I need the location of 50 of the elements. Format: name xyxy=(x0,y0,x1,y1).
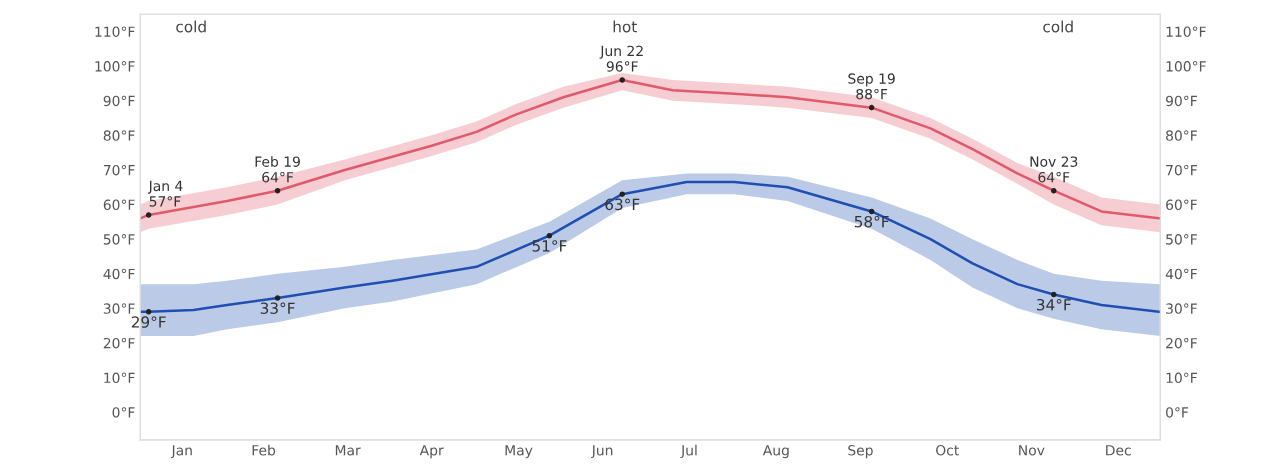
annotation: 51°F xyxy=(532,240,567,252)
y-tick-label: 40°F xyxy=(103,268,135,280)
annotation: 29°F xyxy=(131,316,166,328)
annotation: Sep 19 88°F xyxy=(848,73,895,100)
y2-tick-label: 10°F xyxy=(1166,372,1197,384)
annotation: hot xyxy=(613,20,637,33)
annotation: cold xyxy=(1043,20,1073,33)
x-tick-label: Jan xyxy=(170,445,192,459)
annotation: Feb 19 64°F xyxy=(255,156,300,183)
y2-tick-label: 80°F xyxy=(1166,130,1197,141)
x-tick-label: Nov xyxy=(1019,445,1045,456)
y-tick-label: 20°F xyxy=(103,337,135,349)
x-tick-label: Sep xyxy=(848,445,873,459)
annotation: Jan 4 57°F xyxy=(147,180,183,207)
x-tick-label: Oct xyxy=(936,445,959,456)
y-tick-label: 90°F xyxy=(103,95,135,107)
y2-tick-label: 100°F xyxy=(1166,61,1206,72)
annotation: Jun 22 96°F xyxy=(599,45,643,72)
x-tick-label: Dec xyxy=(1106,445,1131,456)
x-tick-label: Jul xyxy=(680,444,697,459)
y2-tick-label: 40°F xyxy=(1165,268,1197,280)
y2-tick-label: 0°F xyxy=(1166,407,1189,418)
annotation: 33°F xyxy=(260,302,295,314)
y2-tick-label: 70°F xyxy=(1166,164,1197,176)
y2-tick-label: 60°F xyxy=(1166,199,1197,211)
annotation: 58°F xyxy=(854,215,889,228)
annotation: 63°F xyxy=(605,198,640,211)
y-tick-label: 110°F xyxy=(95,26,135,37)
y-tick-label: 50°F xyxy=(103,234,135,245)
y-tick-label: 80°F xyxy=(103,130,135,141)
y-tick-label: 70°F xyxy=(103,164,135,176)
y2-tick-label: 20°F xyxy=(1166,337,1197,349)
y-tick-label: 30°F xyxy=(103,303,135,314)
y-tick-label: 10°F xyxy=(104,372,135,384)
x-tick-label: Mar xyxy=(335,445,361,456)
y-tick-label: 60°F xyxy=(103,199,135,211)
y2-tick-label: 30°F xyxy=(1166,303,1197,314)
y2-tick-label: 50°F xyxy=(1166,234,1197,245)
x-tick-label: May xyxy=(505,445,533,459)
y2-tick-label: 90°F xyxy=(1165,95,1197,107)
annotation: cold xyxy=(176,20,206,33)
x-tick-label: Feb xyxy=(252,444,276,456)
x-tick-label: Jun xyxy=(591,445,613,459)
annotation: Nov 23 64°F xyxy=(1030,156,1078,183)
annotation: 34°F xyxy=(1037,298,1071,311)
y-tick-label: 100°F xyxy=(95,61,135,72)
y-tick-label: 0°F xyxy=(112,407,135,418)
y2-tick-label: 110°F xyxy=(1166,26,1206,37)
x-tick-label: Apr xyxy=(419,445,444,459)
x-tick-label: Aug xyxy=(762,445,789,459)
